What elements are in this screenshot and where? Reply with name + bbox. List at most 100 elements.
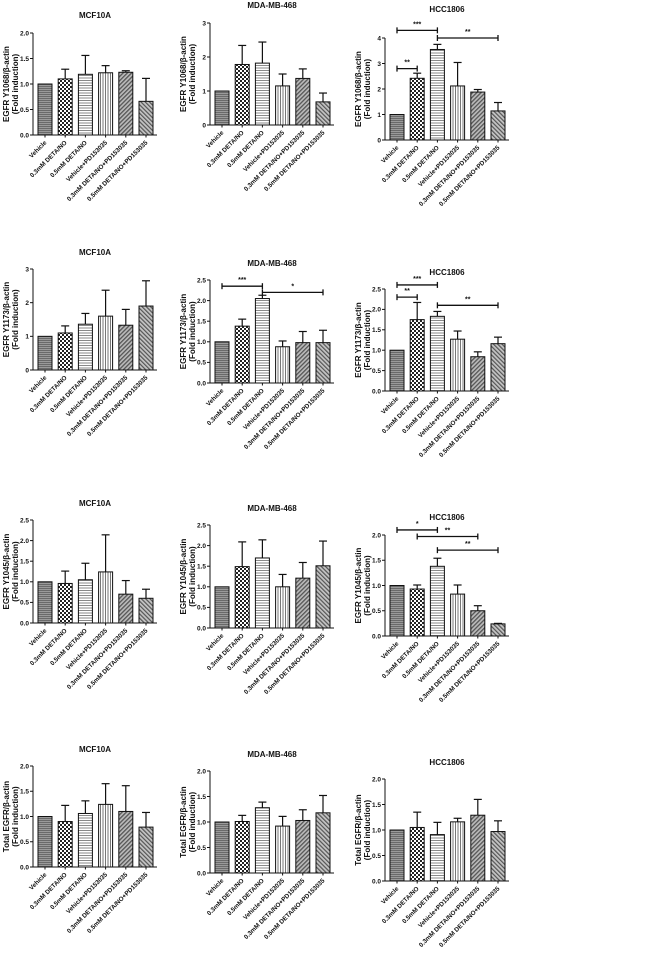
y-axis-label: (Fold induction) xyxy=(188,301,197,362)
y-tick-label: 3 xyxy=(25,266,29,273)
y-tick-label: 1.0 xyxy=(197,339,206,346)
y-tick-label: 0 xyxy=(202,122,206,129)
bar xyxy=(234,820,250,874)
bar xyxy=(409,826,425,882)
chart-panel: HCC1806 Total EGFR/β-actin (Fold induction… xyxy=(354,758,509,949)
significance-label: ** xyxy=(465,541,471,548)
bar xyxy=(57,332,73,371)
y-tick-label: 1 xyxy=(25,334,29,341)
y-axis-label: EGFR Y1045/β-actin xyxy=(2,533,11,609)
y-tick-label: 0.5 xyxy=(372,608,381,615)
bar xyxy=(450,338,466,392)
y-tick-label: 0.0 xyxy=(372,878,381,885)
bar xyxy=(57,582,73,624)
y-tick-label: 2.0 xyxy=(20,30,29,37)
bar xyxy=(389,829,405,882)
bar xyxy=(254,557,270,629)
bar xyxy=(57,78,73,136)
bar xyxy=(214,821,230,874)
chart-panel: HCC1806 EGFR Y1068/β-actin (Fold induction… xyxy=(354,5,509,208)
chart-panel: HCC1806 EGFR Y1045/β-actin (Fold induction… xyxy=(354,513,509,704)
bar xyxy=(138,826,154,868)
y-tick-label: 1 xyxy=(202,88,206,95)
y-tick-label: 2.0 xyxy=(20,763,29,770)
y-tick-label: 2.0 xyxy=(372,307,381,314)
y-tick-label: 1.0 xyxy=(372,827,381,834)
y-tick-label: 0.0 xyxy=(20,620,29,627)
bar xyxy=(234,566,250,629)
chart-title: MDA-MB-468 xyxy=(247,1,297,10)
bar xyxy=(470,814,486,882)
bar xyxy=(254,62,270,126)
y-tick-label: 1.5 xyxy=(372,802,381,809)
bar xyxy=(234,63,250,126)
y-axis-label: (Fold induction) xyxy=(363,799,372,860)
bar xyxy=(315,342,331,384)
y-axis-label: (Fold induction) xyxy=(11,53,20,114)
y-tick-label: 0.0 xyxy=(20,864,29,871)
chart-title: MCF10A xyxy=(79,745,111,754)
bar xyxy=(77,73,93,136)
chart-title: HCC1806 xyxy=(429,513,465,522)
y-axis-label: EGFR Y1173/β-actin xyxy=(179,294,188,370)
bar xyxy=(429,315,445,392)
y-tick-label: 2.5 xyxy=(20,517,29,524)
y-axis-label: (Fold induction) xyxy=(363,309,372,370)
bar xyxy=(409,77,425,141)
chart-title: MDA-MB-468 xyxy=(247,504,297,513)
chart-title: HCC1806 xyxy=(429,758,465,767)
significance-label: *** xyxy=(238,277,246,284)
bar xyxy=(470,91,486,141)
y-tick-label: 2.0 xyxy=(372,532,381,539)
y-axis-label: EGFR Y1173/β-actin xyxy=(354,302,363,378)
y-tick-label: 1.0 xyxy=(197,819,206,826)
y-tick-label: 0.0 xyxy=(372,633,381,640)
y-tick-label: 0.0 xyxy=(197,380,206,387)
chart-title: MCF10A xyxy=(79,499,111,508)
y-axis-label: Total EGFR/β-actin xyxy=(179,786,188,858)
bar xyxy=(470,610,486,637)
y-tick-label: 2 xyxy=(202,54,206,61)
bar xyxy=(77,812,93,868)
bar xyxy=(98,315,114,371)
y-tick-label: 1.5 xyxy=(20,789,29,796)
y-tick-label: 0.5 xyxy=(20,107,29,114)
bar xyxy=(315,565,331,629)
y-tick-label: 2.0 xyxy=(197,768,206,775)
bar xyxy=(315,101,331,126)
chart-title: MDA-MB-468 xyxy=(247,259,297,268)
bar xyxy=(77,323,93,371)
y-axis-label: (Fold induction) xyxy=(363,555,372,616)
y-tick-label: 0.5 xyxy=(20,600,29,607)
y-tick-label: 1 xyxy=(377,112,381,119)
chart-panel: MCF10A EGFR Y1173/β-actin (Fold induction)… xyxy=(2,248,157,438)
y-axis-label: (Fold induction) xyxy=(11,541,20,602)
chart-panel: MDA-MB-468 EGFR Y1173/β-actin (Fold induct… xyxy=(179,259,334,451)
chart-panel: MDA-MB-468 EGFR Y1068/β-actin (Fold induct… xyxy=(179,1,334,193)
y-tick-label: 2.5 xyxy=(372,286,381,293)
bar xyxy=(389,114,405,141)
chart-title: MDA-MB-468 xyxy=(247,750,297,759)
y-tick-label: 2.0 xyxy=(197,543,206,550)
y-tick-label: 1.5 xyxy=(197,794,206,801)
y-axis-label: EGFR Y1068/β-actin xyxy=(2,46,11,122)
significance-label: * xyxy=(291,283,294,290)
y-tick-label: 2.0 xyxy=(20,538,29,545)
bar xyxy=(98,803,114,868)
y-axis-label: EGFR Y1173/β-actin xyxy=(2,282,11,358)
significance-label: * xyxy=(416,521,419,528)
bar xyxy=(470,356,486,392)
chart-panel: MCF10A Total EGFR/β-actin (Fold induction)… xyxy=(2,745,157,935)
y-tick-label: 1.0 xyxy=(20,81,29,88)
y-tick-label: 1.0 xyxy=(372,583,381,590)
y-axis-label: (Fold induction) xyxy=(11,289,20,350)
bar xyxy=(118,71,134,136)
bar xyxy=(409,319,425,392)
y-tick-label: 4 xyxy=(377,35,381,42)
y-tick-label: 0.5 xyxy=(197,845,206,852)
y-tick-label: 0.0 xyxy=(197,870,206,877)
y-axis-label: Total EGFR/β-actin xyxy=(354,794,363,866)
bar xyxy=(138,305,154,371)
y-axis-label: (Fold induction) xyxy=(188,791,197,852)
significance-label: *** xyxy=(413,276,421,283)
